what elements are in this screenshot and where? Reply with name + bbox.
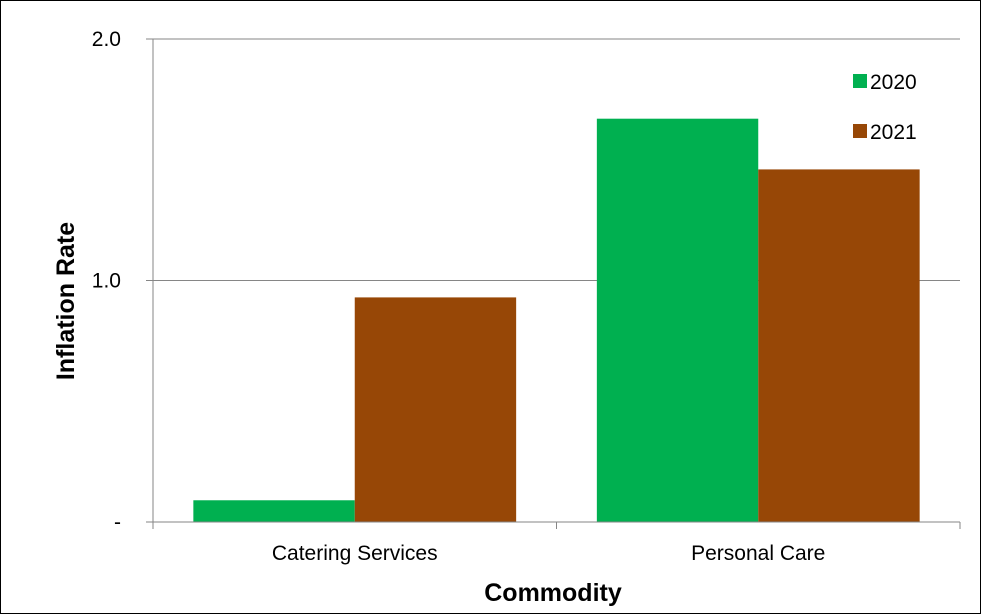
legend-swatch-2020 [853,74,867,88]
x-tick-label: Personal Care [691,542,825,565]
y-tick-label: - [114,511,121,534]
bar-2021-1 [758,169,920,522]
y-axis-title: Inflation Rate [52,222,80,380]
axes [146,38,961,529]
bar-2020-0 [193,500,355,522]
y-tick-label: 2.0 [92,28,121,51]
x-tick-label: Catering Services [272,542,438,565]
legend-label-2021: 2021 [870,121,917,144]
legend: 2020 2021 [853,71,917,144]
x-tick-labels: Catering Services Personal Care [272,542,825,565]
y-tick-label: 1.0 [92,270,121,293]
bar-2020-1 [596,118,759,522]
y-tick-labels: - 1.0 2.0 [92,28,121,534]
bars [193,118,920,522]
bar-2021-0 [354,297,517,522]
legend-label-2020: 2020 [870,71,917,94]
legend-swatch-2021 [853,124,867,138]
x-axis-title: Commodity [484,579,622,607]
